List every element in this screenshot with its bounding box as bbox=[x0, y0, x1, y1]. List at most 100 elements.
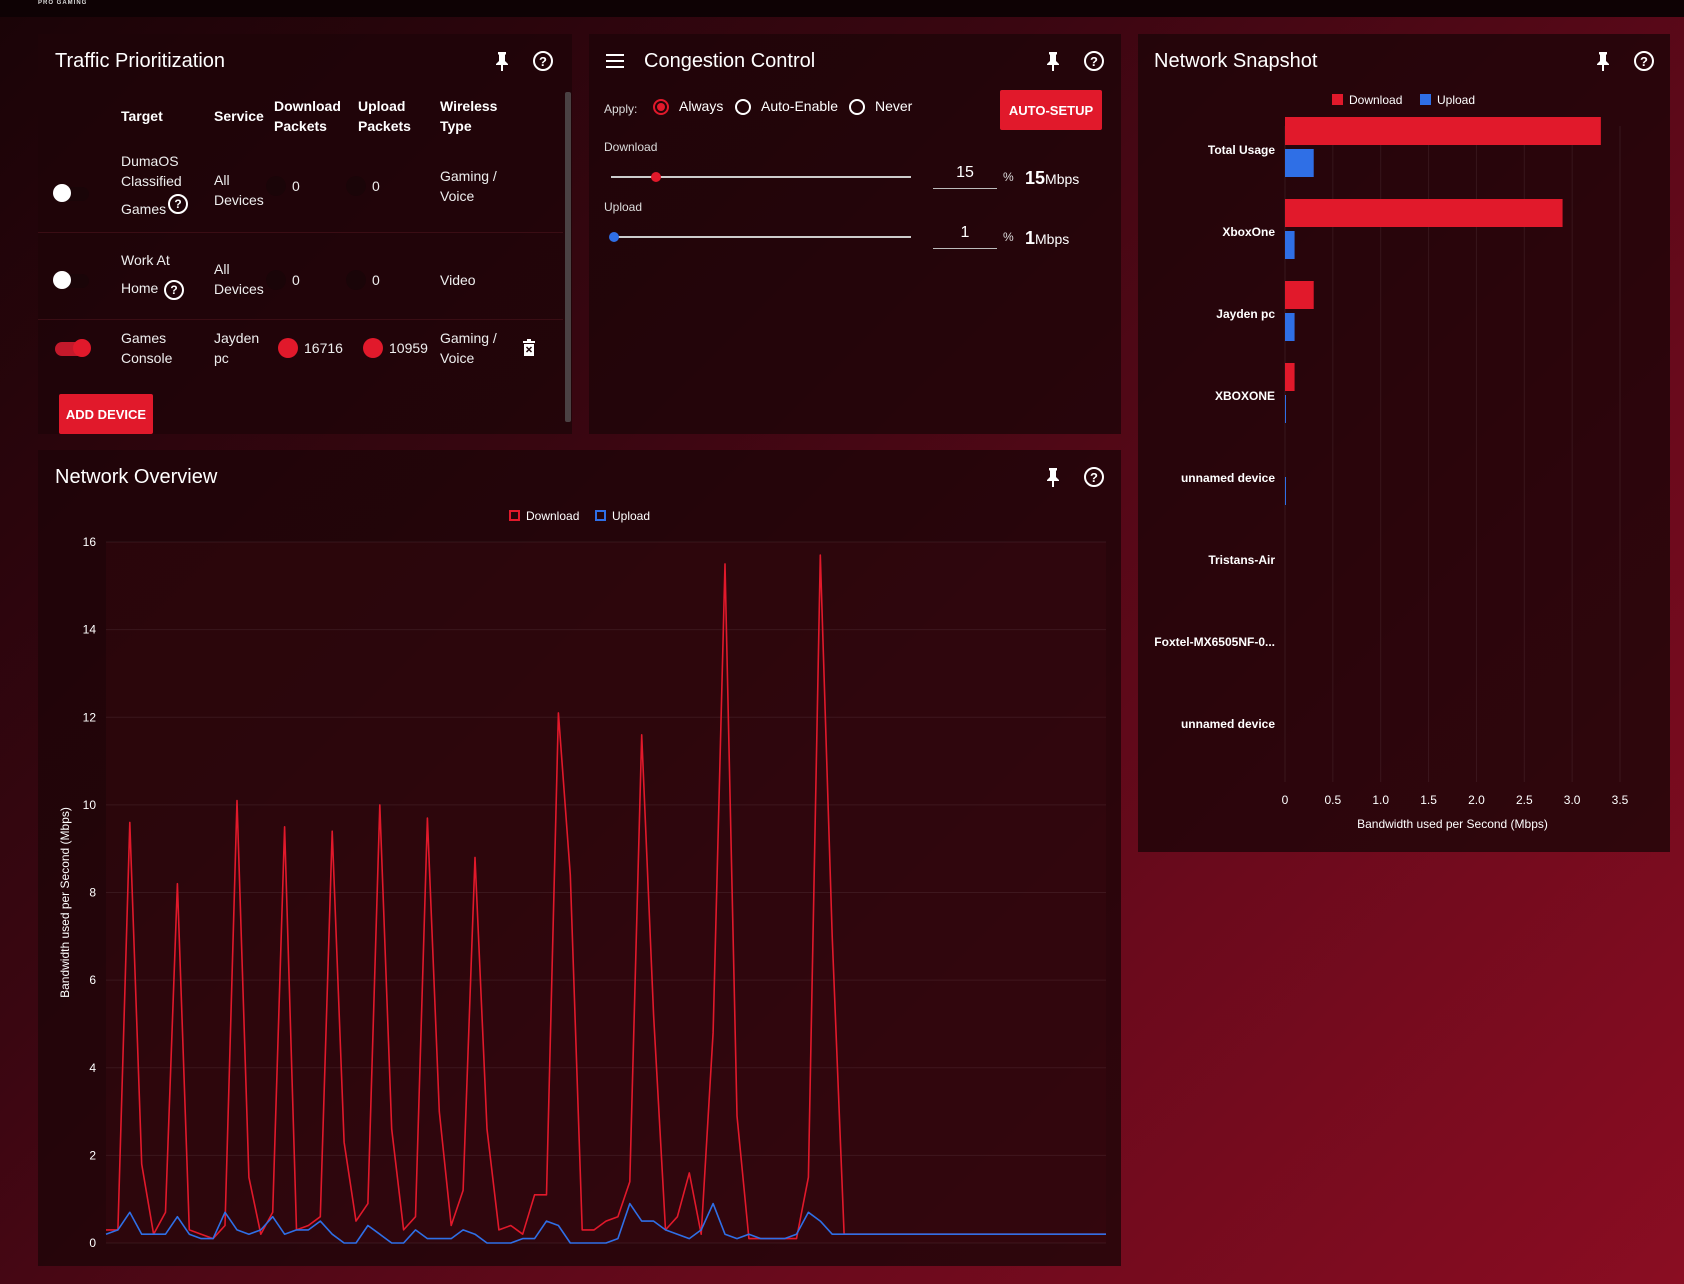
download-percent-input[interactable]: 15 bbox=[933, 164, 997, 189]
wireless-line: Video bbox=[440, 272, 476, 288]
toggle-knob bbox=[53, 271, 71, 289]
x-tick-label: 1.5 bbox=[1420, 793, 1437, 807]
download-rate: 15Mbps bbox=[1025, 168, 1079, 189]
upload-rate: 1Mbps bbox=[1025, 228, 1069, 249]
wireless-line: Gaming / bbox=[440, 168, 497, 184]
panel-title: Congestion Control bbox=[644, 50, 816, 72]
plot-area bbox=[106, 542, 1106, 1243]
pin-icon[interactable] bbox=[1042, 466, 1064, 488]
radio-never[interactable] bbox=[849, 99, 865, 115]
x-axis-label: Bandwidth used per Second (Mbps) bbox=[1357, 817, 1548, 831]
category-label: XBOXONE bbox=[1215, 389, 1275, 403]
scrollbar[interactable] bbox=[565, 92, 571, 422]
help-icon[interactable]: ? bbox=[1083, 466, 1105, 488]
bar-upload bbox=[1285, 231, 1295, 259]
category-label: unnamed device bbox=[1181, 471, 1275, 485]
percent-sign: % bbox=[1003, 170, 1014, 184]
toggle-knob bbox=[73, 339, 91, 357]
panel-title: Network Snapshot bbox=[1154, 50, 1318, 72]
bar-upload bbox=[1285, 477, 1286, 505]
download-slider-thumb[interactable] bbox=[651, 172, 661, 182]
network-overview-panel: Network Overview ? Download Upload 0 2 4 6 8 10… bbox=[38, 450, 1121, 1266]
row-download-packets: 0 bbox=[292, 272, 300, 288]
help-icon[interactable]: ? bbox=[532, 50, 554, 72]
radio-always[interactable] bbox=[653, 99, 669, 115]
col-header-line: Type bbox=[440, 118, 472, 134]
network-overview-chart: Download Upload 0 2 4 6 8 10 12 14 16 Bandwidth use… bbox=[58, 509, 1106, 1250]
legend-swatch-upload bbox=[595, 510, 606, 521]
wireless-line: Voice bbox=[440, 188, 475, 204]
col-header-line: Packets bbox=[274, 118, 327, 134]
trash-icon[interactable] bbox=[518, 337, 540, 359]
upload-status-dot bbox=[363, 338, 383, 358]
legend-label-download: Download bbox=[1349, 93, 1402, 107]
col-header-target: Target bbox=[121, 108, 163, 124]
rate-value: 1 bbox=[1025, 228, 1036, 248]
row-toggle[interactable] bbox=[55, 339, 91, 357]
row-target: DumaOS Classified Games bbox=[121, 151, 182, 219]
help-icon[interactable]: ? bbox=[168, 194, 188, 214]
row-divider bbox=[38, 319, 563, 320]
legend-label-upload: Upload bbox=[612, 509, 650, 523]
target-line: Classified bbox=[121, 173, 182, 189]
row-target: Work At Home bbox=[121, 250, 170, 298]
category-label: Jayden pc bbox=[1216, 307, 1275, 321]
upload-slider-thumb[interactable] bbox=[609, 232, 619, 242]
add-device-button[interactable]: ADD DEVICE bbox=[59, 394, 153, 434]
service-line: All bbox=[214, 172, 230, 188]
y-tick-label: 12 bbox=[83, 710, 97, 724]
help-icon[interactable]: ? bbox=[1633, 50, 1655, 72]
target-line: DumaOS bbox=[121, 153, 179, 169]
legend-swatch-upload bbox=[1420, 94, 1431, 105]
col-header-line: Download bbox=[274, 98, 341, 114]
option-never[interactable]: Never bbox=[875, 98, 913, 114]
toggle-knob bbox=[53, 184, 71, 202]
target-line: Games bbox=[121, 201, 167, 217]
col-header-line: Packets bbox=[358, 118, 411, 134]
panel-title: Network Overview bbox=[55, 466, 218, 488]
traffic-prioritization-panel: Traffic Prioritization ? Target Service … bbox=[38, 34, 572, 434]
congestion-control-panel: Congestion Control ? Apply: Always Auto-… bbox=[589, 34, 1121, 434]
col-header-wireless-type: Wireless Type bbox=[440, 96, 497, 136]
help-icon[interactable]: ? bbox=[1083, 50, 1105, 72]
y-tick-label: 0 bbox=[89, 1236, 96, 1250]
row-toggle[interactable] bbox=[53, 184, 89, 202]
category-label: unnamed device bbox=[1181, 717, 1275, 731]
download-status-dot bbox=[266, 176, 286, 196]
radio-auto-enable[interactable] bbox=[735, 99, 751, 115]
upload-status-dot bbox=[346, 270, 366, 290]
download-slider-track[interactable] bbox=[611, 176, 911, 178]
bar-download bbox=[1285, 281, 1314, 309]
upload-percent-input[interactable]: 1 bbox=[933, 224, 997, 249]
auto-setup-button[interactable]: AUTO-SETUP bbox=[1000, 90, 1102, 130]
network-snapshot-panel: Network Snapshot ? Download Upload 0 0.5 1.0… bbox=[1138, 34, 1670, 852]
row-divider bbox=[38, 232, 563, 233]
upload-slider-track[interactable] bbox=[611, 236, 911, 238]
row-toggle[interactable] bbox=[53, 271, 89, 289]
legend-label-upload: Upload bbox=[1437, 93, 1475, 107]
y-axis-label: Bandwidth used per Second (Mbps) bbox=[58, 807, 72, 998]
y-tick-label: 8 bbox=[89, 886, 96, 900]
help-icon[interactable]: ? bbox=[164, 280, 184, 300]
x-tick-label: 3.5 bbox=[1612, 793, 1629, 807]
x-tick-label: 3.0 bbox=[1564, 793, 1581, 807]
row-service: All Devices bbox=[214, 170, 264, 210]
category-label: Foxtel-MX6505NF-0... bbox=[1154, 635, 1275, 649]
pin-icon[interactable] bbox=[1042, 50, 1064, 72]
x-tick-label: 0 bbox=[1282, 793, 1289, 807]
target-line: Work At bbox=[121, 252, 170, 268]
upload-status-dot bbox=[346, 176, 366, 196]
legend-label-download: Download bbox=[526, 509, 579, 523]
row-download-packets: 16716 bbox=[304, 340, 343, 356]
option-always[interactable]: Always bbox=[679, 98, 724, 114]
pin-icon[interactable] bbox=[491, 50, 513, 72]
bar-upload bbox=[1285, 149, 1314, 177]
pin-icon[interactable] bbox=[1592, 50, 1614, 72]
percent-sign: % bbox=[1003, 230, 1014, 244]
option-auto-enable[interactable]: Auto-Enable bbox=[761, 98, 839, 114]
legend-swatch-download bbox=[1332, 94, 1343, 105]
menu-icon[interactable] bbox=[604, 50, 626, 72]
row-target: Games Console bbox=[121, 328, 172, 368]
wireless-line: Gaming / bbox=[440, 330, 497, 346]
x-tick-label: 2.5 bbox=[1516, 793, 1533, 807]
